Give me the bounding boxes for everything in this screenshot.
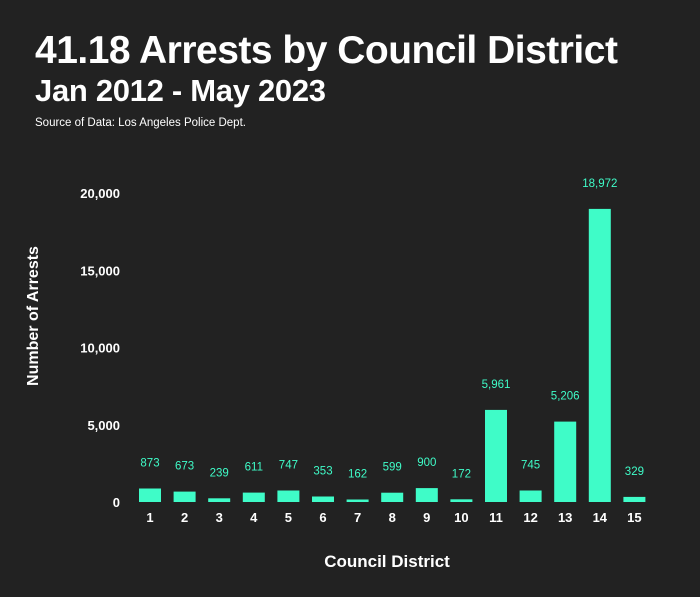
chart-title: 41.18 Arrests by Council District (35, 29, 618, 72)
bar-district-11 (485, 409, 507, 502)
y-tick-label: 20,000 (80, 186, 120, 201)
data-label: 673 (175, 461, 194, 473)
x-tick-label: 7 (354, 510, 361, 525)
data-label: 900 (417, 457, 436, 469)
x-tick-label: 12 (523, 510, 537, 525)
bar-district-9 (415, 488, 438, 502)
data-label: 599 (383, 462, 402, 474)
bar-district-10 (450, 499, 473, 502)
x-tick-label: 15 (627, 510, 641, 525)
data-label: 329 (625, 466, 644, 478)
chart-subtitle: Jan 2012 - May 2023 (35, 73, 326, 108)
y-axis-ticks: 0 5,000 10,000 15,000 20,000 (80, 186, 120, 510)
x-tick-label: 1 (146, 510, 153, 525)
x-tick-label: 4 (250, 510, 258, 525)
bar-district-8 (381, 492, 404, 502)
x-tick-label: 13 (558, 510, 572, 525)
data-label: 611 (245, 462, 263, 474)
data-label: 353 (313, 466, 332, 478)
bar-district-7 (346, 499, 369, 502)
data-labels-group: 873 673 239 611 747 353 162 599 900 172 5,961 745 5,… (140, 178, 644, 481)
x-tick-label: 14 (593, 510, 608, 525)
data-label: 162 (348, 469, 367, 481)
bar-district-4 (242, 492, 265, 502)
bar-district-5 (277, 490, 300, 502)
bar-district-12 (519, 490, 542, 502)
bar-district-3 (208, 498, 231, 502)
x-axis-ticks: 1 2 3 4 5 6 7 8 9 10 11 12 13 14 15 (146, 510, 641, 525)
y-tick-label: 10,000 (80, 341, 120, 356)
y-tick-label: 15,000 (80, 263, 120, 278)
data-label: 5,206 (551, 391, 580, 403)
y-tick-label: 0 (113, 495, 120, 510)
bar-district-2 (173, 491, 196, 502)
x-tick-label: 3 (216, 510, 223, 525)
data-label: 5,961 (482, 379, 511, 391)
bar-district-1 (139, 488, 161, 502)
bar-district-14 (588, 208, 611, 502)
x-tick-label: 5 (285, 510, 292, 525)
x-tick-label: 11 (489, 510, 503, 525)
data-label: 172 (452, 468, 471, 480)
data-source-note: Source of Data: Los Angeles Police Dept. (35, 117, 246, 129)
x-axis-label: Council District (324, 552, 450, 571)
data-label: 18,972 (582, 178, 617, 190)
bars-group (139, 208, 646, 502)
bar-district-15 (623, 496, 646, 502)
data-label: 747 (279, 460, 298, 472)
y-tick-label: 5,000 (87, 418, 120, 433)
x-tick-label: 6 (319, 510, 326, 525)
x-tick-label: 9 (423, 510, 430, 525)
data-label: 873 (140, 458, 159, 470)
data-label: 239 (210, 467, 229, 479)
x-tick-label: 2 (181, 510, 188, 525)
bar-district-13 (554, 421, 577, 502)
bar-district-6 (312, 496, 334, 502)
y-axis-label: Number of Arrests (25, 246, 42, 386)
x-tick-label: 8 (389, 510, 396, 525)
x-tick-label: 10 (454, 510, 468, 525)
data-label: 745 (521, 460, 540, 472)
